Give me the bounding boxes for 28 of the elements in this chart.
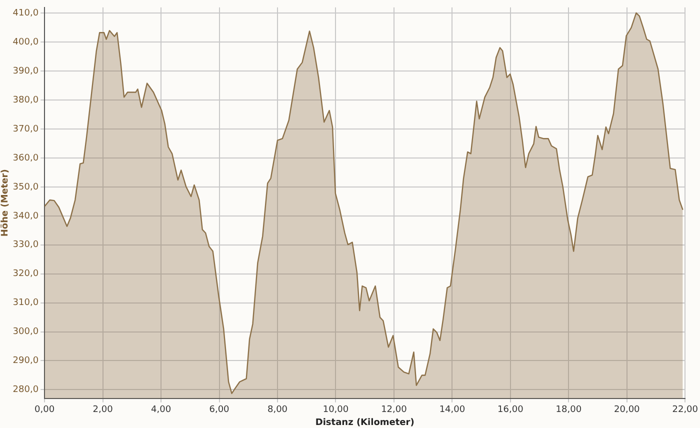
y-tick-label: 410,0 — [12, 8, 39, 19]
x-tick-label: 2,00 — [92, 405, 114, 416]
y-tick-label: 290,0 — [12, 356, 39, 366]
y-tick-label: 300,0 — [12, 327, 39, 338]
y-axis-title: Höhe (Meter) — [0, 169, 11, 237]
x-tick-label: 16,00 — [498, 405, 524, 416]
x-tick-label: 4,00 — [151, 405, 172, 416]
y-tick-label: 390,0 — [12, 66, 39, 76]
y-tick-label: 340,0 — [12, 211, 39, 222]
x-tick-label: 14,00 — [439, 405, 466, 416]
x-tick-label: 12,00 — [381, 405, 408, 416]
x-tick-label: 20,00 — [614, 405, 640, 416]
x-tick-label: 8,00 — [267, 405, 288, 416]
y-tick-label: 310,0 — [12, 298, 39, 308]
x-tick-label: 0,00 — [34, 405, 55, 416]
x-tick-label: 22,00 — [672, 405, 698, 416]
x-axis-title: Distanz (Kilometer) — [315, 418, 414, 428]
x-tick-label: 18,00 — [556, 405, 582, 416]
x-tick-label: 10,00 — [322, 405, 349, 416]
y-tick-label: 380,0 — [12, 95, 39, 106]
y-tick-label: 350,0 — [12, 182, 39, 192]
y-tick-label: 280,0 — [12, 385, 39, 396]
x-tick-label: 6,00 — [209, 405, 230, 416]
y-tick-label: 370,0 — [12, 124, 39, 134]
y-tick-label: 360,0 — [12, 153, 39, 164]
y-tick-label: 320,0 — [12, 269, 39, 280]
y-tick-label: 330,0 — [12, 240, 39, 250]
y-tick-label: 400,0 — [12, 38, 39, 48]
